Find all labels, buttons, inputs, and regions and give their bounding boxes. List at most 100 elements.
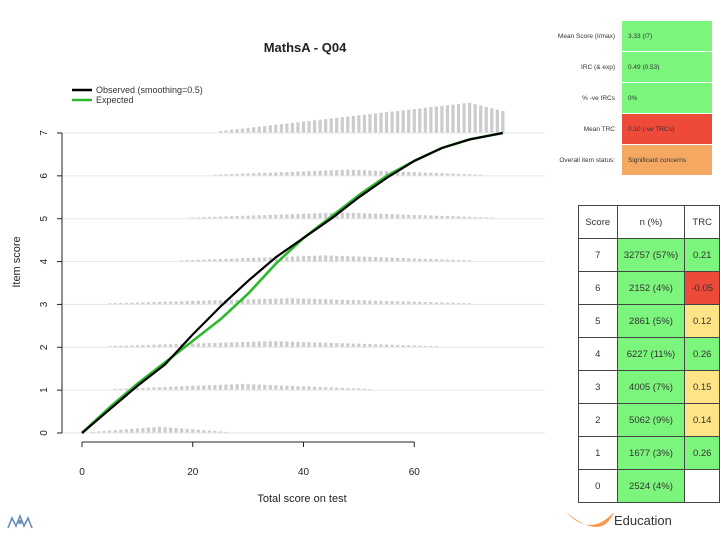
distribution-bar: [456, 173, 461, 176]
distribution-bar: [373, 300, 378, 305]
distribution-bar: [479, 217, 483, 219]
distribution-bar: [368, 170, 372, 176]
distribution-bar: [318, 299, 322, 305]
distribution-bar: [290, 385, 295, 391]
distribution-bar: [324, 299, 328, 305]
distribution-bar: [296, 341, 300, 348]
distribution-bar: [180, 260, 184, 262]
gridlines: [62, 132, 545, 434]
distribution-bar: [191, 259, 195, 262]
distribution-bar: [412, 172, 416, 176]
distribution-bar: [263, 384, 267, 391]
distribution-bar: [285, 298, 289, 305]
distribution-bar: [429, 215, 433, 219]
x-tick-label: 40: [298, 467, 310, 478]
distribution-bar: [407, 171, 411, 176]
distribution-bar: [224, 342, 228, 348]
count-cell: 5062 (9%): [616, 403, 686, 437]
distribution-bar: [174, 301, 178, 305]
distribution-bar: [340, 255, 344, 262]
distribution-bar: [362, 343, 367, 348]
distribution-bar: [119, 345, 123, 348]
distribution-bar: [218, 431, 223, 433]
distribution-bar: [379, 170, 383, 176]
distribution-bar: [312, 298, 317, 305]
distribution-bar: [196, 385, 200, 391]
distribution-bar: [257, 126, 261, 133]
trc-cell: -0.05: [684, 271, 720, 305]
distribution-bar: [351, 115, 355, 133]
distribution-bar: [462, 216, 466, 219]
table-row: 4 6227 (11%) 0.26: [578, 337, 720, 371]
distribution-bar: [368, 114, 372, 133]
column-header-n: n (%): [616, 205, 686, 239]
distribution-bar: [362, 256, 367, 262]
distribution-bar: [157, 301, 162, 305]
distribution-bar: [390, 111, 394, 133]
distribution-bar: [418, 172, 422, 176]
distribution-bar: [484, 217, 488, 219]
distribution-bar: [379, 112, 383, 133]
distribution-bar: [246, 173, 250, 176]
distribution-bar: [423, 258, 427, 262]
distribution-bar: [218, 131, 223, 133]
distribution-bar: [130, 428, 134, 433]
score-cell: 4: [578, 337, 618, 371]
distribution-bar: [191, 300, 195, 305]
distribution-bar: [257, 215, 261, 219]
table-row: 5 2861 (5%) 0.12: [578, 304, 720, 338]
score-cell: 7: [578, 238, 618, 272]
item-summary-panel: Mean Score (I/max) 3.33 (/7) IRC (& exp)…: [545, 20, 713, 176]
distribution-bar: [191, 385, 195, 391]
distribution-bar: [119, 388, 123, 391]
trc-cell: 0.26: [684, 436, 720, 470]
distribution-bar: [108, 346, 112, 348]
distribution-bar: [252, 215, 256, 219]
distribution-bar: [346, 169, 350, 176]
distribution-bar: [218, 300, 223, 305]
score-cell: 5: [578, 304, 618, 338]
distribution-bar: [229, 384, 234, 391]
distribution-bar: [351, 299, 355, 305]
distribution-bar: [268, 385, 272, 391]
distribution-bar: [490, 217, 494, 219]
distribution-bar: [146, 302, 151, 305]
distribution-bar: [252, 173, 256, 176]
distribution-bar: [235, 342, 239, 348]
distribution-bar: [451, 216, 455, 219]
x-axis-label: Total score on test: [257, 493, 346, 505]
distribution-bar: [329, 342, 333, 348]
distribution-bar: [279, 124, 283, 133]
distribution-bar: [180, 301, 184, 305]
count-cell: 6227 (11%): [616, 337, 686, 371]
distribution-bar: [146, 344, 151, 348]
score-distribution-table: Score n (%) TRC 7 32757 (57%) 0.21 6 215…: [578, 205, 720, 503]
distribution-bar: [368, 300, 372, 305]
distribution-bar: [429, 107, 433, 133]
distribution-bar: [429, 302, 433, 305]
distribution-bar: [196, 300, 200, 305]
distribution-bar: [318, 119, 322, 133]
distribution-bar: [346, 388, 350, 391]
distribution-bar: [418, 108, 422, 133]
distribution-bar: [335, 117, 339, 133]
distribution-bar: [468, 102, 472, 133]
distribution-bar: [229, 129, 234, 133]
distribution-bar: [174, 428, 178, 433]
distribution-bar: [418, 258, 422, 262]
distribution-bar: [235, 258, 239, 262]
distribution-bar: [124, 429, 128, 433]
summary-row: Overall item status: Significant concern…: [545, 144, 713, 176]
distribution-bar: [207, 430, 211, 433]
distribution-bar: [296, 386, 300, 391]
distribution-bar: [290, 256, 295, 262]
trc-cell: 0.21: [684, 238, 720, 272]
distribution-bar: [235, 384, 239, 391]
distribution-bar: [268, 298, 272, 305]
table-row: 7 32757 (57%) 0.21: [578, 238, 720, 272]
count-cell: 2524 (4%): [616, 469, 686, 503]
distribution-bar: [224, 130, 228, 133]
distribution-bar: [274, 257, 278, 262]
distribution-bar: [307, 386, 311, 391]
distribution-bar: [373, 113, 378, 133]
